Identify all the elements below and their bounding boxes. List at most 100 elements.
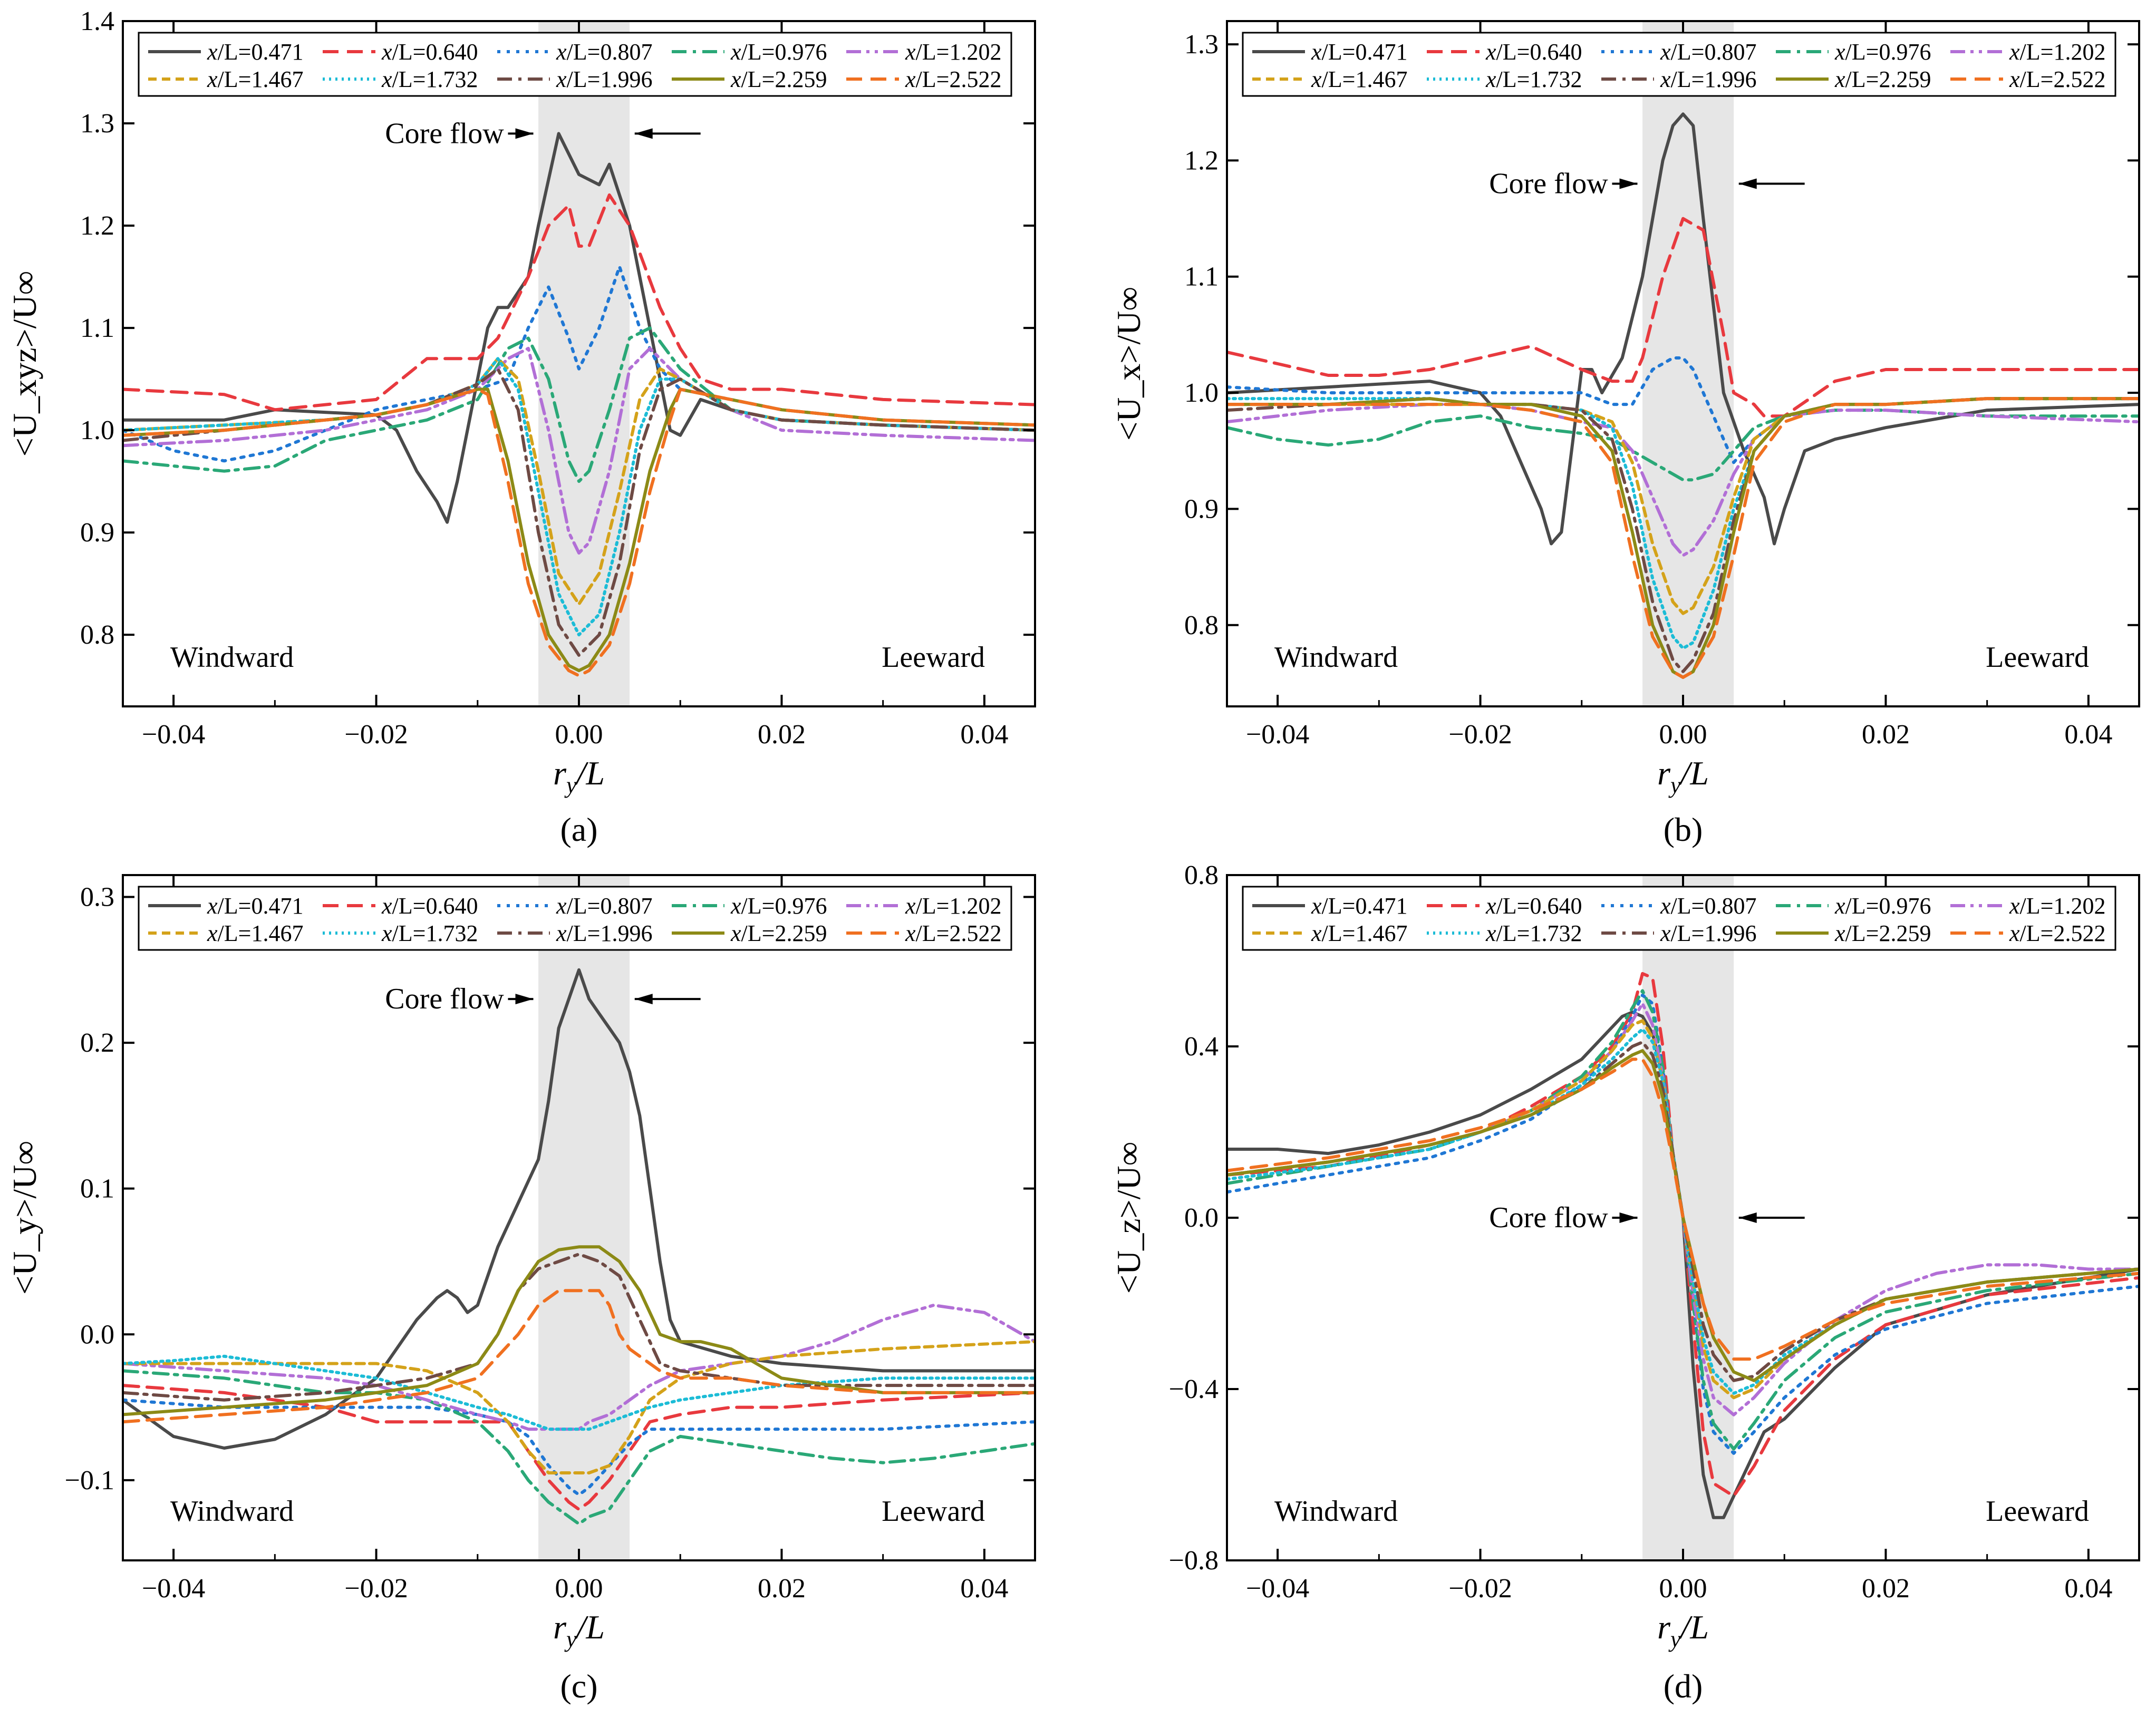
legend-label-rest: /L=1.467 bbox=[218, 66, 304, 92]
legend-label-rest: /L=1.996 bbox=[1671, 920, 1757, 946]
legend-label-var: x bbox=[1834, 893, 1845, 919]
legend-label: x/L=0.471 bbox=[1311, 39, 1407, 65]
series-line bbox=[123, 387, 1035, 677]
y-axis-label: <U_x>/U∞ bbox=[1110, 287, 1147, 441]
core-flow-band bbox=[538, 875, 630, 1560]
legend-label-rest: /L=2.522 bbox=[916, 66, 1002, 92]
legend-label-rest: /L=0.976 bbox=[741, 39, 827, 65]
legend-label-var: x bbox=[1311, 66, 1322, 92]
legend-label-var: x bbox=[207, 920, 218, 946]
legend-label-var: x bbox=[1834, 39, 1845, 65]
legend-label-var: x bbox=[1485, 66, 1496, 92]
y-tick-label: 0.9 bbox=[80, 518, 114, 548]
windward-label: Windward bbox=[170, 641, 294, 674]
legend-label-rest: /L=1.202 bbox=[916, 893, 1002, 919]
y-axis-label: <U_xyz>/U∞ bbox=[6, 271, 43, 457]
legend-label-rest: /L=1.996 bbox=[567, 66, 653, 92]
leeward-label: Leeward bbox=[882, 1495, 985, 1528]
x-tick-label: 0.02 bbox=[1862, 720, 1910, 750]
series-line bbox=[123, 326, 1035, 483]
legend-label-var: x bbox=[556, 920, 567, 946]
legend-label-var: x bbox=[2009, 893, 2020, 919]
series-line bbox=[123, 1253, 1035, 1402]
legend-label-var: x bbox=[730, 66, 741, 92]
legend-box bbox=[138, 886, 1012, 951]
legend-label-var: x bbox=[1660, 39, 1671, 65]
series-line bbox=[1227, 217, 2139, 418]
legend-label: x/L=1.996 bbox=[1660, 66, 1756, 92]
core-flow-arrowhead-right bbox=[634, 994, 653, 1005]
x-axis-label-sub: y bbox=[1668, 772, 1681, 798]
legend-label: x/L=0.976 bbox=[730, 39, 827, 65]
panel-c: −0.04 −0.02 0.00 0.02 0.04 −0.1 0.0 0.1 0.2 0.3 ry… bbox=[6, 874, 1036, 1705]
x-tick-label: 0.04 bbox=[2064, 1574, 2112, 1604]
legend-label: x/L=0.640 bbox=[381, 39, 478, 65]
x-axis-label-suffix: /L bbox=[1679, 1608, 1709, 1646]
y-tick-label: 0.4 bbox=[1184, 1032, 1219, 1062]
x-tick-label: 0.02 bbox=[1862, 1574, 1910, 1604]
panel-label: (b) bbox=[1664, 811, 1703, 848]
legend-label: x/L=2.522 bbox=[2009, 920, 2105, 946]
series-group bbox=[1227, 112, 2139, 679]
legend-label: x/L=0.976 bbox=[1834, 39, 1931, 65]
legend-label-var: x bbox=[556, 66, 567, 92]
x-axis-label-main: r bbox=[553, 1608, 567, 1646]
core-flow-label: Core flow bbox=[1489, 167, 1608, 200]
legend-label-rest: /L=0.807 bbox=[1671, 39, 1757, 65]
core-flow-arrowhead-left bbox=[1619, 1212, 1638, 1223]
legend-label-rest: /L=0.471 bbox=[218, 39, 304, 65]
core-flow-arrowhead-right bbox=[1738, 1212, 1757, 1223]
legend-label-rest: /L=2.259 bbox=[741, 920, 827, 946]
series-line bbox=[1227, 1057, 2139, 1361]
windward-label: Windward bbox=[170, 1495, 294, 1528]
x-tick-label: −0.02 bbox=[1448, 720, 1512, 750]
legend-label: x/L=2.259 bbox=[730, 66, 827, 92]
x-axis-label-suffix: /L bbox=[575, 754, 605, 792]
legend-label: x/L=2.522 bbox=[905, 920, 1001, 946]
legend-label-var: x bbox=[905, 893, 916, 919]
legend-label-rest: /L=1.467 bbox=[1322, 920, 1408, 946]
legend-label: x/L=1.996 bbox=[556, 66, 652, 92]
x-axis-label-main: r bbox=[553, 754, 567, 792]
legend-label-rest: /L=0.471 bbox=[1322, 893, 1408, 919]
legend-label-var: x bbox=[207, 39, 218, 65]
y-tick-label: −0.1 bbox=[65, 1465, 114, 1496]
legend-label-rest: /L=0.807 bbox=[567, 893, 653, 919]
legend-label-var: x bbox=[556, 39, 567, 65]
x-tick-label: 0.00 bbox=[555, 720, 603, 750]
y-tick-label: 1.0 bbox=[80, 415, 114, 445]
series-line bbox=[123, 193, 1035, 412]
leeward-label: Leeward bbox=[882, 641, 985, 674]
core-flow-arrowhead-left bbox=[1619, 178, 1638, 189]
legend-label-var: x bbox=[207, 66, 218, 92]
legend-label: x/L=1.467 bbox=[1311, 66, 1407, 92]
y-tick-label: 0.0 bbox=[1184, 1203, 1219, 1233]
legend-label: x/L=1.467 bbox=[1311, 920, 1407, 946]
legend-label-rest: /L=2.522 bbox=[2020, 920, 2106, 946]
panel-label: (a) bbox=[560, 811, 597, 848]
y-tick-label: 0.8 bbox=[80, 620, 114, 650]
legend: x/L=0.471 x/L=0.640 x/L=0.807 x/L=0.976 x/L=… bbox=[1242, 32, 2116, 97]
series-line bbox=[123, 1354, 1035, 1431]
legend-label: x/L=1.996 bbox=[556, 920, 652, 946]
legend-label: x/L=1.202 bbox=[905, 893, 1001, 919]
x-axis-label-suffix: /L bbox=[575, 1608, 605, 1646]
x-axis-label: ry/L bbox=[553, 754, 605, 798]
legend-label: x/L=1.732 bbox=[1485, 66, 1582, 92]
y-tick-label: 0.3 bbox=[80, 882, 114, 912]
y-tick-label: −0.4 bbox=[1169, 1374, 1219, 1404]
legend-label-rest: /L=0.807 bbox=[567, 39, 653, 65]
y-tick-label: −0.8 bbox=[1169, 1546, 1219, 1576]
legend-label-var: x bbox=[1311, 893, 1322, 919]
legend-label: x/L=1.467 bbox=[207, 920, 303, 946]
legend-label-rest: /L=2.259 bbox=[1845, 66, 1931, 92]
legend-label-var: x bbox=[1311, 920, 1322, 946]
legend-label-var: x bbox=[905, 66, 916, 92]
x-tick-label: −0.04 bbox=[142, 1574, 205, 1604]
legend: x/L=0.471 x/L=0.640 x/L=0.807 x/L=0.976 x/L=… bbox=[1242, 886, 2116, 951]
x-tick-label: −0.04 bbox=[1246, 1574, 1309, 1604]
legend-box bbox=[1242, 886, 2116, 951]
legend-label: x/L=1.732 bbox=[381, 66, 478, 92]
x-tick-label: 0.00 bbox=[1659, 720, 1707, 750]
